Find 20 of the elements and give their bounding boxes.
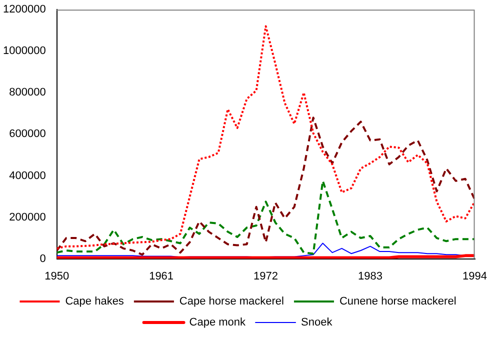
y-tick-label: 1000000 [2,45,46,58]
x-tick-label: 1983 [358,270,383,282]
legend-label: Cape monk [189,316,246,329]
x-tick-label: 1994 [462,270,488,282]
y-tick-label: 600000 [9,128,46,140]
x-tick-label: 1950 [44,270,70,282]
y-tick-label: 0 [40,252,46,265]
x-tick-label: 1972 [254,270,278,282]
legend-label: Cunene horse mackerel [339,296,456,308]
legend-label: Snoek [301,316,333,329]
legend-label: Cape hakes [65,296,124,308]
line-series [56,116,475,256]
y-tick-label: 800000 [9,86,46,99]
x-tick-label: 1961 [149,270,174,282]
y-tick-label: 1200000 [2,4,46,16]
legend-label: Cape horse mackerel [179,296,284,308]
line-series [56,25,475,250]
y-tick-label: 200000 [9,211,46,224]
line-series [56,180,475,255]
y-tick-label: 400000 [9,170,46,182]
